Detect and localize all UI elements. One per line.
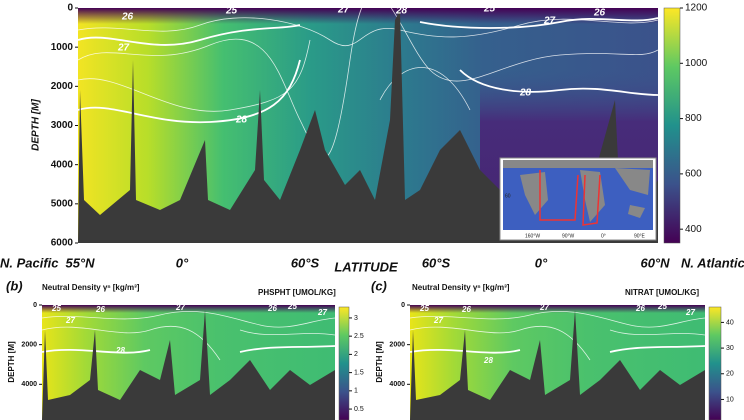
colorbar-tick-label: 2 — [354, 351, 358, 358]
x-tick-label: 0° — [176, 255, 189, 270]
contour-label: 26 — [267, 304, 277, 313]
contour-label: 28 — [483, 356, 493, 365]
inset-map: 160°W 90°W 0° 90°E 60 — [499, 157, 657, 241]
y-tick-label: 1000 — [51, 42, 74, 53]
colorbar-tick-label: 3 — [354, 315, 358, 322]
colorbar-tick-label: 20 — [726, 371, 734, 378]
y-tick-label: 2000 — [21, 341, 37, 348]
inset-label: 160°W — [525, 233, 540, 239]
contour-label: 28 — [395, 6, 408, 17]
inset-label: 60 — [505, 193, 511, 199]
y-tick-label: 6000 — [51, 238, 74, 249]
y-axis-label: DEPTH [M] — [31, 99, 42, 151]
contour-label: 26 — [635, 304, 645, 313]
inset-label: 90°W — [562, 233, 575, 239]
density-label: Neutral Density γⁿ [kg/m³] — [412, 283, 510, 292]
contour-label: 25 — [287, 302, 297, 311]
y-tick-label: 4000 — [389, 381, 405, 388]
y-tick-label: 5000 — [51, 198, 74, 209]
density-label: Neutral Density γⁿ [kg/m³] — [42, 283, 140, 292]
section-c: 25 27 26 27 28 26 25 27 — [409, 302, 706, 420]
contour-label: 27 — [117, 43, 130, 54]
x-tick-label: 0° — [535, 255, 548, 270]
contour-label: 26 — [461, 305, 471, 314]
contour-label: 25 — [51, 304, 61, 313]
y-tick-label: 0 — [33, 302, 37, 309]
contour-label: 27 — [65, 316, 75, 325]
contour-label: 27 — [337, 5, 350, 16]
y-tick-label: 4000 — [21, 381, 37, 388]
contour-label: 27 — [433, 316, 443, 325]
colorbar-tick-label: 2.5 — [354, 333, 364, 340]
y-tick-label: 4000 — [51, 159, 74, 170]
inset-label: 90°E — [634, 233, 646, 239]
x-axis-title: LATITUDE — [334, 259, 398, 274]
variable-label: NITRAT [UMOL/KG] — [625, 288, 699, 297]
colorbar-tick-label: 1.5 — [354, 369, 364, 376]
y-tick-label: 0 — [401, 302, 405, 309]
contour-label: 27 — [317, 308, 327, 317]
panel-label: (c) — [371, 278, 387, 293]
colorbar — [663, 7, 681, 244]
colorbar-tick-label: 10 — [726, 396, 734, 403]
colorbar-tick-label: 40 — [726, 319, 734, 326]
y-tick-label: 2000 — [51, 81, 74, 92]
variable-label: PHSPHT [UMOL/KG] — [258, 288, 336, 297]
contour-label: 28 — [115, 346, 125, 355]
contour-label: 28 — [235, 115, 248, 126]
panel-label: (b) — [6, 278, 23, 293]
colorbar-tick-label: 0.5 — [354, 406, 364, 413]
colorbar-tick-label: 400 — [685, 224, 702, 235]
y-axis-label: DEPTH [M] — [7, 341, 16, 383]
contour-label: 27 — [685, 308, 695, 317]
section-a: 26 27 25 27 28 28 25 27 26 28 160°W 90°W… — [77, 0, 659, 243]
colorbar-credit: Ocean Data View / DIVA — [704, 367, 708, 400]
colorbar — [338, 306, 350, 420]
y-tick-label: 2000 — [389, 341, 405, 348]
contour-label: 26 — [121, 12, 134, 23]
contour-label: 28 — [519, 88, 532, 99]
contour-label: 27 — [539, 303, 549, 312]
y-tick-label: 0 — [67, 3, 73, 14]
contour-label: 27 — [175, 303, 185, 312]
colorbar-tick-label: 30 — [726, 345, 734, 352]
x-tick-label: 60°N — [640, 255, 670, 270]
contour-label: 25 — [419, 304, 429, 313]
colorbar-tick-label: 1 — [354, 388, 358, 395]
colorbar-credit: Ocean Data View / DIVA — [334, 367, 338, 400]
colorbar-credit: Ocean Data View / DIVA — [659, 113, 665, 178]
contour-label: 25 — [483, 4, 496, 15]
x-tick-label: 55°N — [65, 255, 95, 270]
x-end-label: N. Atlantic — [681, 255, 744, 270]
y-axis-label: DEPTH [M] — [375, 341, 384, 383]
contour-label: 26 — [95, 305, 105, 314]
contour-label: 27 — [543, 16, 556, 27]
y-tick-label: 3000 — [51, 120, 74, 131]
section-b: 25 27 26 27 28 26 25 27 — [41, 302, 336, 420]
contour-label: 26 — [593, 8, 606, 19]
x-tick-label: 60°S — [422, 255, 451, 270]
colorbar-tick-label: 600 — [685, 169, 702, 180]
inset-label: 0° — [601, 233, 606, 239]
colorbar-tick-label: 1000 — [685, 58, 708, 69]
x-end-label: N. Pacific — [0, 255, 59, 270]
colorbar-tick-label: 1200 — [685, 3, 708, 14]
colorbar — [708, 306, 722, 420]
x-tick-label: 60°S — [291, 255, 320, 270]
contour-label: 25 — [657, 302, 667, 311]
colorbar-tick-label: 800 — [685, 113, 702, 124]
contour-label: 25 — [225, 6, 238, 17]
